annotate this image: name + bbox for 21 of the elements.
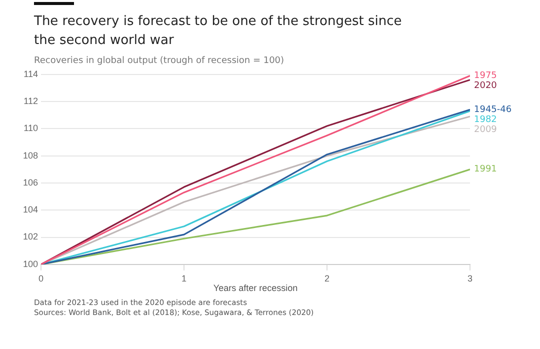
y-tick-label: 100 <box>22 258 38 269</box>
x-tick-label: 3 <box>467 273 473 284</box>
y-tick-label: 114 <box>24 68 38 79</box>
series-label: 1991 <box>474 164 497 175</box>
series-label: 2020 <box>474 81 498 92</box>
y-tick-label: 112 <box>24 96 38 106</box>
x-tick-label: 2 <box>324 273 330 284</box>
series-label: 1975 <box>474 71 497 82</box>
series-label: 1945-46 <box>474 105 512 116</box>
y-tick-label: 106 <box>22 177 38 188</box>
series-label: 2009 <box>474 125 498 136</box>
chart-subtitle: Recoveries in global output (trough of recession = 100) <box>34 56 286 66</box>
y-tick-label: 110 <box>24 123 38 134</box>
series-label: 1982 <box>474 115 497 126</box>
x-axis-title: Years after recession <box>213 283 298 294</box>
y-tick-label: 104 <box>22 204 38 215</box>
chart-title: The recovery is forecast to be one of the strongest since the second world war <box>34 13 403 50</box>
x-tick-label: 1 <box>182 273 187 284</box>
x-tick-label: 0 <box>38 273 44 284</box>
y-tick-label: 102 <box>22 232 38 242</box>
y-tick-label: 108 <box>22 150 38 160</box>
